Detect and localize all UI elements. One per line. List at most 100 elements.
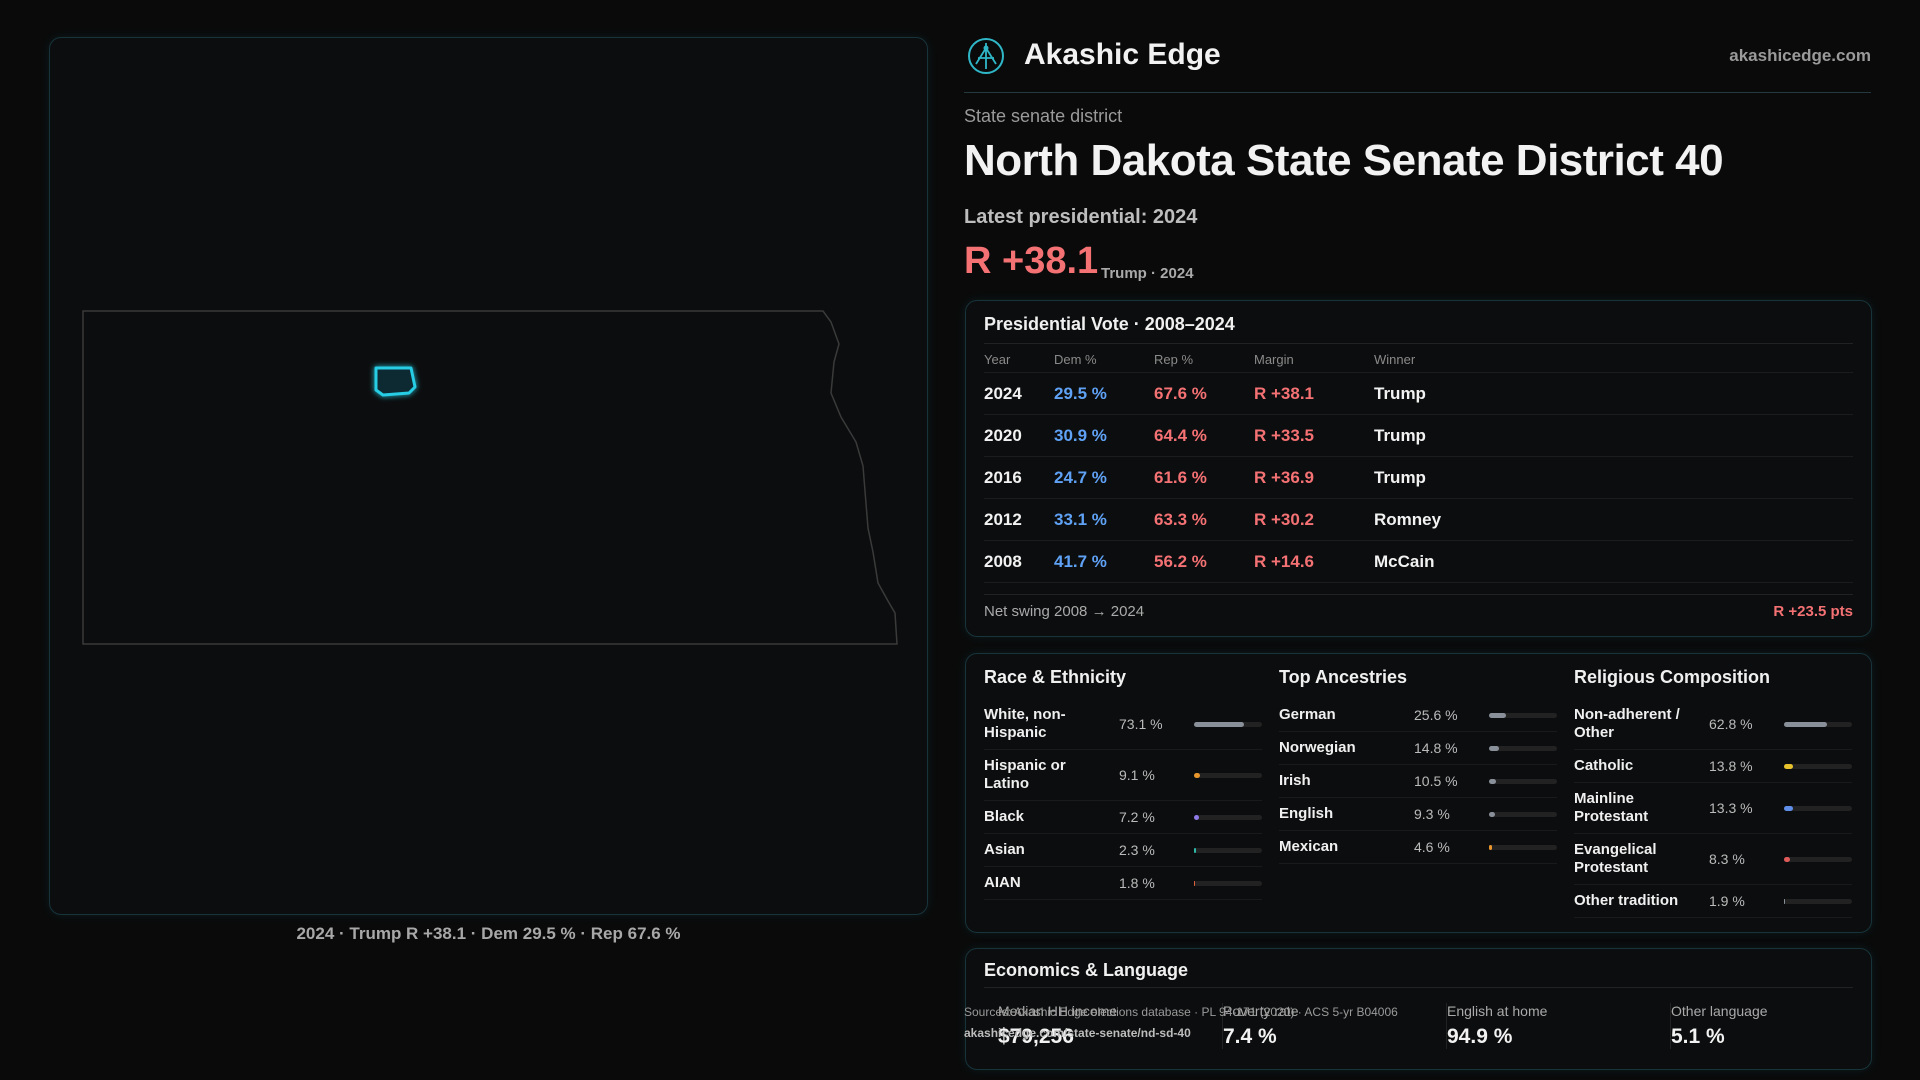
map-panel <box>49 37 928 915</box>
item-row: Evangelical Protestant 8.3 % <box>1574 834 1852 885</box>
bar-track <box>1784 805 1852 811</box>
bar <box>1194 814 1199 820</box>
panel-title: Economics & Language <box>984 960 1189 980</box>
metric-value: 7.4 % <box>1223 1025 1277 1048</box>
item-name: Asian <box>984 841 1025 858</box>
metric: English at home 94.9 % <box>1446 1003 1657 1049</box>
panel-title: Race & Ethnicity <box>984 667 1127 687</box>
item-value: 9.1 % <box>1119 767 1155 783</box>
item-row: Black 7.2 % <box>984 801 1262 834</box>
divider <box>984 343 1853 344</box>
bar <box>1194 721 1244 727</box>
bar <box>1784 856 1790 862</box>
ancestry-list: German 25.6 % Norwegian 14.8 % Irish 10.5 % En… <box>1279 699 1557 864</box>
item-value: 25.6 % <box>1414 707 1458 723</box>
bar <box>1489 811 1496 817</box>
presidential-table: Year Dem % Rep % Margin Winner 2024 29.5 % 67.6… <box>984 346 1853 583</box>
metric: Other language 5.1 % <box>1670 1003 1881 1049</box>
table-cell: R +33.5 <box>1254 425 1315 445</box>
table-cell: 2008 <box>984 551 1022 571</box>
table-cell: Trump <box>1374 383 1426 403</box>
item-row: AIAN 1.8 % <box>984 867 1262 900</box>
item-value: 1.9 % <box>1709 893 1745 909</box>
item-value: 10.5 % <box>1414 773 1458 789</box>
metric-value: 94.9 % <box>1447 1025 1513 1048</box>
item-row: German 25.6 % <box>1279 699 1557 732</box>
bar-track <box>1489 811 1557 817</box>
bar-track <box>1489 712 1557 718</box>
source-url[interactable]: akashicedge.com/state-senate/nd-sd-40 <box>964 1026 1191 1040</box>
item-row: Non-adherent / Other 62.8 % <box>1574 699 1852 750</box>
latest-label: Latest presidential: 2024 <box>964 206 1198 228</box>
bar-track <box>1194 847 1262 853</box>
item-value: 73.1 % <box>1119 716 1163 732</box>
item-name: Catholic <box>1574 757 1634 774</box>
district-title: North Dakota State Senate District 40 <box>964 136 1724 185</box>
column-header: Margin <box>1254 351 1294 367</box>
bar <box>1489 745 1500 751</box>
table-cell: 2016 <box>984 467 1022 487</box>
bar-track <box>1784 721 1852 727</box>
metric-label: Poverty rate <box>1223 1003 1299 1019</box>
bar-track <box>1489 844 1557 850</box>
table-cell: 63.3 % <box>1154 509 1207 529</box>
bar <box>1489 712 1507 718</box>
table-row: 2016 24.7 % 61.6 % R +36.9 Trump <box>984 457 1853 499</box>
item-name: German <box>1279 706 1336 723</box>
swing-label: Net swing 2008 → 2024 <box>984 603 1145 620</box>
table-row: 2020 30.9 % 64.4 % R +33.5 Trump <box>984 415 1853 457</box>
table-cell: Trump <box>1374 467 1426 487</box>
metric: Poverty rate 7.4 % <box>1222 1003 1433 1049</box>
district-shape[interactable] <box>374 366 417 397</box>
table-cell: 2024 <box>984 383 1022 403</box>
table-cell: R +14.6 <box>1254 551 1315 571</box>
item-value: 1.8 % <box>1119 875 1155 891</box>
metric-value: $79,256 <box>998 1025 1074 1048</box>
table-cell: Romney <box>1374 509 1442 529</box>
metric-label: English at home <box>1447 1003 1548 1019</box>
table-cell: 33.1 % <box>1054 509 1107 529</box>
bar-track <box>1194 772 1262 778</box>
item-name: Other tradition <box>1574 892 1679 909</box>
bar-track <box>1489 778 1557 784</box>
table-cell: R +36.9 <box>1254 467 1315 487</box>
bar <box>1489 844 1493 850</box>
bar <box>1194 880 1196 886</box>
site-link[interactable]: akashicedge.com <box>1729 46 1871 65</box>
item-row: Hispanic or Latino 9.1 % <box>984 750 1262 801</box>
item-name: Non-adherent / Other <box>1574 706 1680 741</box>
item-name: English <box>1279 805 1334 822</box>
item-name: Hispanic or Latino <box>984 757 1066 792</box>
sources: Sources: Akashic Edge elections database… <box>964 1005 1398 1019</box>
table-row: 2008 41.7 % 56.2 % R +14.6 McCain <box>984 541 1853 583</box>
item-row: Norwegian 14.8 % <box>1279 732 1557 765</box>
panel-title: Top Ancestries <box>1279 667 1408 687</box>
table-cell: 64.4 % <box>1154 425 1207 445</box>
column-header: Year <box>984 351 1011 367</box>
table-row: 2024 29.5 % 67.6 % R +38.1 Trump <box>984 373 1853 415</box>
panel-title: Religious Composition <box>1574 667 1770 687</box>
table-cell: 2020 <box>984 425 1022 445</box>
logo <box>968 38 1004 74</box>
divider <box>984 594 1853 595</box>
table-cell: R +30.2 <box>1254 509 1315 529</box>
district-kind: State senate district <box>964 106 1123 126</box>
item-row: Mexican 4.6 % <box>1279 831 1557 864</box>
column-header: Dem % <box>1054 351 1097 367</box>
item-row: Asian 2.3 % <box>984 834 1262 867</box>
table-cell: 29.5 % <box>1054 383 1107 403</box>
bar <box>1784 763 1794 769</box>
religion-list: Non-adherent / Other 62.8 % Catholic 13.8 %… <box>1574 699 1852 918</box>
metric: Median HH income $79,256 <box>998 1003 1208 1049</box>
item-name: Irish <box>1279 772 1311 789</box>
column-header: Rep % <box>1154 351 1194 367</box>
item-name: AIAN <box>984 874 1021 891</box>
item-name: Evangelical Protestant <box>1574 841 1657 876</box>
bar <box>1784 805 1794 811</box>
item-value: 13.8 % <box>1709 758 1753 774</box>
item-value: 7.2 % <box>1119 809 1155 825</box>
table-header: Year Dem % Rep % Margin Winner <box>984 346 1853 373</box>
economics-panel: Economics & Language <box>965 948 1872 1070</box>
bar-track <box>1784 856 1852 862</box>
